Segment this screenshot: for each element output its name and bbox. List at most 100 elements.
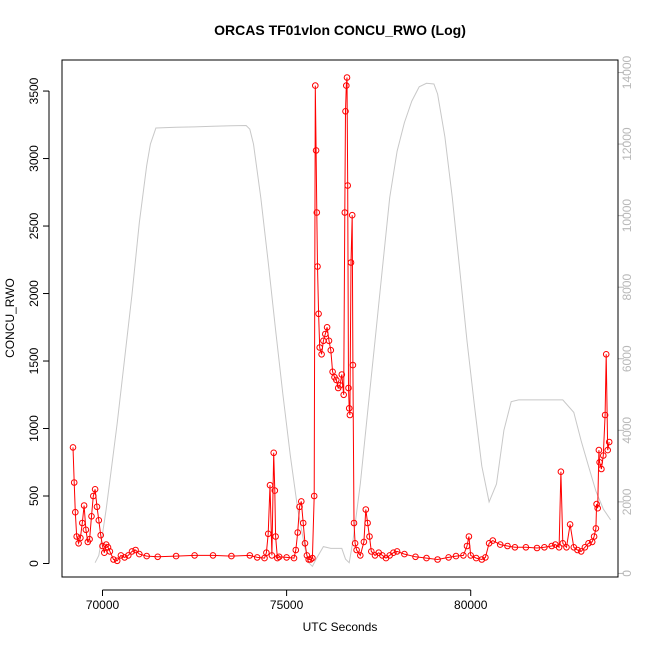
data-point bbox=[125, 552, 132, 559]
data-point bbox=[349, 361, 357, 369]
data-point bbox=[511, 544, 519, 551]
data-point bbox=[315, 310, 322, 318]
chart-title: ORCAS TF01vlon CONCU_RWO (Log) bbox=[214, 22, 466, 38]
data-point bbox=[275, 553, 283, 561]
data-point bbox=[172, 552, 180, 560]
data-point bbox=[434, 556, 441, 563]
data-point bbox=[548, 542, 556, 550]
data-point bbox=[353, 546, 360, 554]
data-point bbox=[559, 540, 567, 547]
data-point bbox=[299, 519, 307, 527]
data-point bbox=[246, 552, 254, 559]
data-point bbox=[390, 549, 397, 557]
data-point bbox=[343, 82, 350, 89]
data-point bbox=[489, 537, 497, 544]
data-point bbox=[154, 553, 161, 561]
data-point bbox=[364, 519, 371, 527]
data-point bbox=[86, 535, 93, 543]
data-point bbox=[357, 552, 364, 559]
data-point bbox=[143, 552, 150, 560]
data-point bbox=[604, 446, 612, 454]
data-point bbox=[574, 546, 581, 554]
data-point bbox=[70, 479, 78, 486]
y-axis-label: CONCU_RWO bbox=[3, 278, 17, 358]
data-point bbox=[271, 487, 279, 494]
data-point bbox=[342, 108, 349, 115]
data-point bbox=[596, 459, 603, 466]
data-point bbox=[128, 548, 136, 555]
data-point bbox=[602, 351, 610, 358]
data-point bbox=[272, 533, 279, 540]
data-point bbox=[478, 556, 486, 563]
data-point bbox=[79, 519, 86, 527]
data-point bbox=[274, 554, 281, 562]
data-point bbox=[77, 534, 84, 542]
data-point bbox=[605, 438, 613, 446]
data-point bbox=[136, 550, 143, 558]
y-tick-label: 3000 bbox=[27, 145, 41, 172]
data-point bbox=[345, 405, 353, 412]
data-point bbox=[340, 391, 348, 399]
plot-frame bbox=[61, 59, 619, 578]
data-point bbox=[90, 492, 97, 500]
data-point bbox=[557, 468, 565, 476]
data-point bbox=[460, 552, 467, 559]
data-point bbox=[303, 552, 311, 559]
data-point bbox=[338, 371, 346, 378]
data-point bbox=[344, 182, 352, 189]
data-point bbox=[72, 508, 79, 516]
data-point bbox=[106, 548, 114, 555]
data-point bbox=[577, 548, 585, 555]
y-tick-label: 2500 bbox=[27, 212, 41, 239]
y2-tick-label: 14000 bbox=[620, 55, 634, 89]
data-point bbox=[312, 82, 319, 89]
y-tick-label: 2000 bbox=[27, 280, 41, 307]
data-point bbox=[95, 517, 103, 524]
data-point bbox=[368, 548, 375, 555]
data-point bbox=[191, 552, 198, 559]
data-point bbox=[600, 452, 607, 459]
data-point bbox=[266, 481, 274, 489]
data-point bbox=[541, 544, 548, 551]
data-point bbox=[113, 557, 121, 565]
data-point bbox=[423, 554, 430, 562]
data-point bbox=[312, 147, 320, 154]
y2-tick-label: 2000 bbox=[620, 488, 634, 515]
data-point bbox=[270, 449, 278, 457]
y2-tick-label: 10000 bbox=[620, 199, 634, 233]
data-point bbox=[316, 344, 324, 351]
y2-tick-label: 0 bbox=[620, 570, 634, 577]
data-point bbox=[292, 546, 300, 554]
data-point bbox=[263, 549, 270, 557]
data-point bbox=[253, 554, 261, 561]
data-point bbox=[327, 346, 335, 354]
data-point bbox=[593, 500, 600, 508]
data-point bbox=[313, 209, 321, 216]
data-point bbox=[598, 465, 605, 473]
data-point bbox=[323, 324, 331, 331]
data-point bbox=[366, 533, 373, 540]
data-point bbox=[69, 444, 77, 451]
data-point bbox=[563, 544, 570, 551]
data-point bbox=[132, 546, 139, 554]
data-point bbox=[73, 533, 80, 540]
data-point bbox=[310, 492, 318, 500]
data-point bbox=[350, 519, 358, 527]
data-point bbox=[301, 540, 309, 547]
data-point bbox=[209, 552, 217, 559]
y-tick-label: 500 bbox=[27, 486, 41, 506]
data-point bbox=[555, 544, 563, 551]
data-point bbox=[585, 540, 592, 547]
data-point bbox=[228, 552, 235, 560]
data-point bbox=[294, 529, 302, 536]
x-axis-label: UTC Seconds bbox=[303, 620, 378, 634]
data-point bbox=[348, 211, 356, 219]
data-point bbox=[322, 330, 329, 338]
x-tick-label: 80000 bbox=[454, 598, 488, 612]
data-point bbox=[341, 209, 349, 216]
data-point bbox=[463, 542, 471, 550]
data-point bbox=[581, 544, 589, 551]
data-point bbox=[318, 351, 325, 358]
data-point bbox=[592, 525, 600, 532]
